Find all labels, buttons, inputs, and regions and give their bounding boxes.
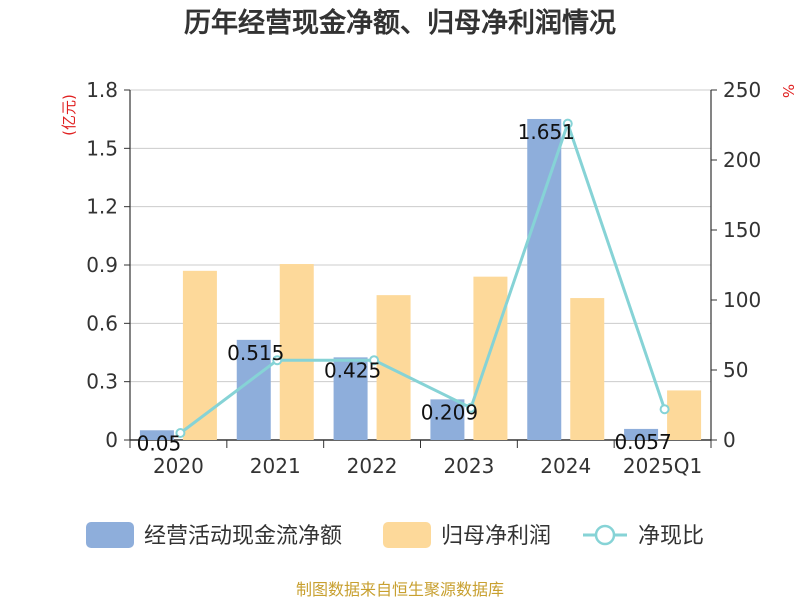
legend: 经营活动现金流净额 归母净利润 净现比 <box>86 522 704 549</box>
point-cash-ratio <box>562 118 573 129</box>
right-axis-tick-label: 100 <box>723 288 761 312</box>
bars-layer <box>139 118 702 440</box>
legend-label-net-profit[interactable]: 归母净利润 <box>441 524 551 549</box>
legend-swatch-net-profit[interactable] <box>383 522 431 548</box>
data-label-operating-cash-flow: 0.05 <box>137 431 182 455</box>
chart-title: 历年经营现金净额、归母净利润情况 <box>184 7 616 39</box>
point-cash-ratio <box>465 402 476 413</box>
line-cash-ratio <box>179 122 667 435</box>
left-axis-tick-label: 0.9 <box>86 253 118 277</box>
bar-net-profit <box>279 264 314 440</box>
point-cash-ratio <box>272 355 283 366</box>
bar-operating-cash-flow <box>527 118 562 440</box>
line-layer <box>175 118 670 438</box>
bar-net-profit <box>570 298 605 440</box>
point-cash-ratio <box>369 355 380 366</box>
bar-net-profit <box>182 270 217 440</box>
bar-operating-cash-flow <box>624 428 659 440</box>
legend-label-operating-cash-flow[interactable]: 经营活动现金流净额 <box>144 524 342 549</box>
right-axis-unit: % <box>779 84 797 98</box>
right-axis-tick-label: 150 <box>723 218 761 242</box>
bar-operating-cash-flow <box>333 357 368 440</box>
data-label-operating-cash-flow: 0.057 <box>614 430 671 454</box>
bar-operating-cash-flow <box>430 399 465 440</box>
x-axis-category-label: 2024 <box>540 454 591 478</box>
x-axis-category-label: 2021 <box>250 454 301 478</box>
legend-label-cash-ratio[interactable]: 净现比 <box>638 524 704 549</box>
legend-marker-cash-ratio[interactable] <box>594 524 616 546</box>
left-axis-unit: (亿元) <box>60 94 78 136</box>
x-axis-category-label: 2023 <box>443 454 494 478</box>
left-axis-tick-label: 1.2 <box>86 195 118 219</box>
left-axis-tick-label: 0.6 <box>86 311 118 335</box>
x-axis-category-label: 2022 <box>347 454 398 478</box>
left-axis-tick-label: 1.5 <box>86 136 118 160</box>
x-axis-category-label: 2020 <box>153 454 204 478</box>
right-axis-tick-label: 0 <box>723 428 736 452</box>
right-axis-tick-label: 250 <box>723 78 761 102</box>
right-axis-tick-label: 50 <box>723 358 748 382</box>
bar-net-profit <box>667 390 702 440</box>
point-cash-ratio <box>659 404 670 415</box>
left-axis-tick-label: 0.3 <box>86 370 118 394</box>
legend-swatch-operating-cash-flow[interactable] <box>86 522 134 548</box>
right-axis-tick-label: 200 <box>723 148 761 172</box>
data-labels-layer: 0.05 0.515 0.425 0.209 1.651 0.057 <box>137 120 672 455</box>
data-source-note: 制图数据来自恒生聚源数据库 <box>296 580 504 599</box>
axes: 0 0.3 0.6 0.9 1.2 1.5 1.8 0 50 100 150 200 250 2020 20… <box>86 78 761 478</box>
bar-operating-cash-flow <box>236 339 271 440</box>
x-axis-category-label: 2025Q1 <box>623 454 702 478</box>
bar-net-profit <box>376 295 411 440</box>
data-label-operating-cash-flow: 0.515 <box>227 341 284 365</box>
bar-operating-cash-flow <box>139 430 174 440</box>
left-axis-tick-label: 1.8 <box>86 78 118 102</box>
data-label-operating-cash-flow: 0.425 <box>324 358 381 382</box>
left-axis-tick-label: 0 <box>105 428 118 452</box>
data-label-operating-cash-flow: 1.651 <box>518 120 575 144</box>
bar-net-profit <box>473 276 508 440</box>
point-cash-ratio <box>175 428 186 438</box>
gridlines <box>130 89 711 383</box>
data-label-operating-cash-flow: 0.209 <box>421 400 478 424</box>
